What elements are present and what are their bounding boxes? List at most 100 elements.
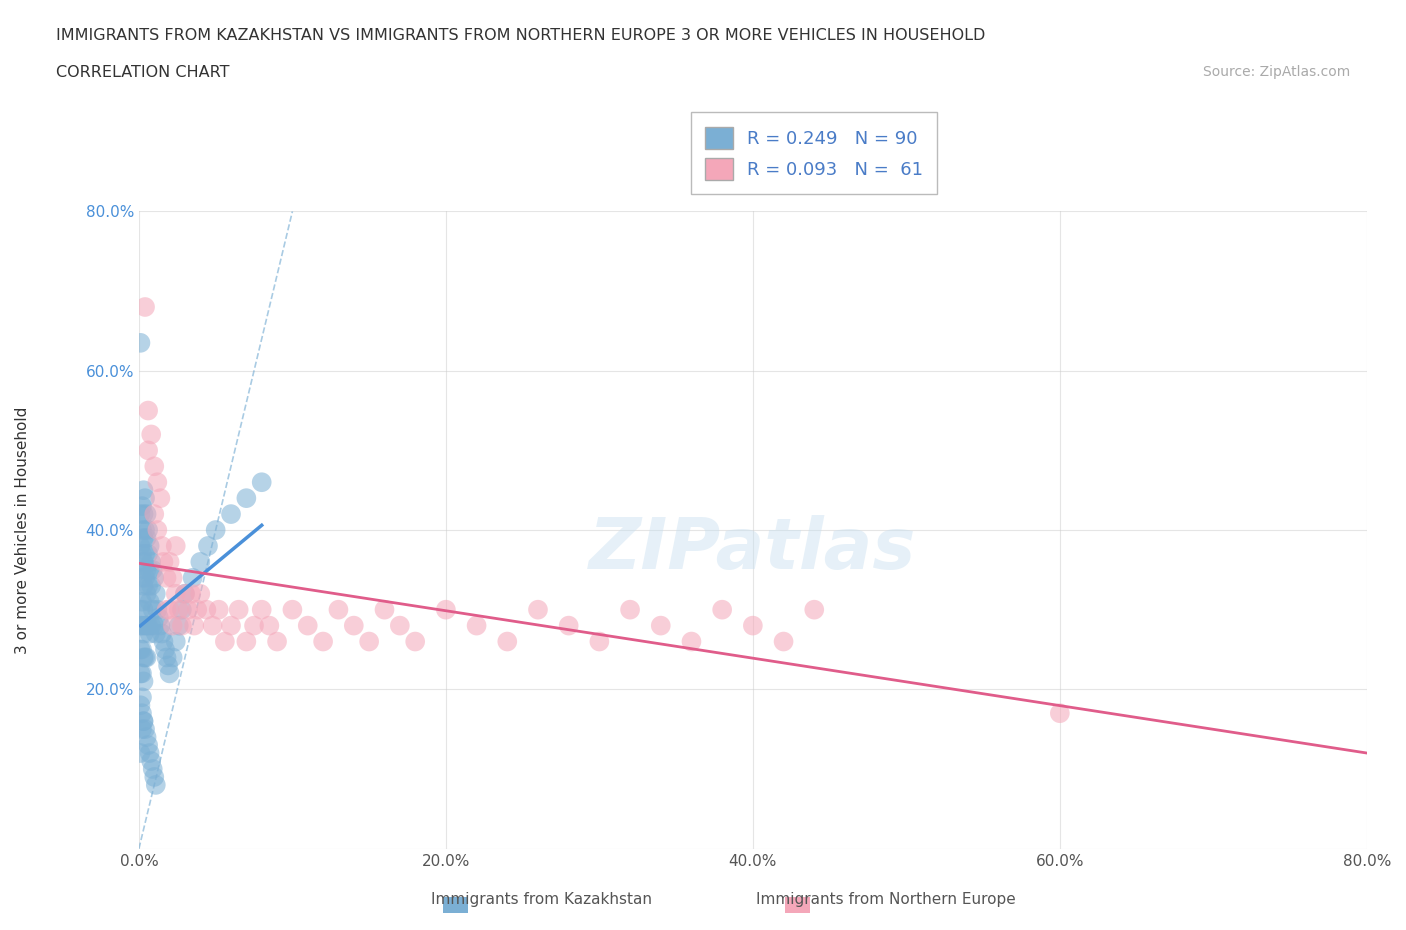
Point bbox=[162, 650, 184, 665]
Point bbox=[141, 578, 163, 593]
Point bbox=[129, 642, 152, 657]
Point bbox=[148, 610, 170, 625]
Point bbox=[136, 618, 159, 633]
Point bbox=[141, 554, 163, 569]
Point bbox=[250, 603, 273, 618]
Point bbox=[134, 547, 156, 562]
Point bbox=[134, 650, 156, 665]
Point bbox=[136, 578, 159, 593]
Point bbox=[129, 563, 152, 578]
Point bbox=[167, 603, 190, 618]
Point bbox=[312, 634, 335, 649]
Point bbox=[741, 618, 763, 633]
Point bbox=[131, 570, 153, 585]
Point bbox=[359, 634, 381, 649]
Point bbox=[135, 530, 157, 545]
Text: ZIPatlas: ZIPatlas bbox=[589, 514, 917, 584]
Point bbox=[129, 666, 152, 681]
Point bbox=[129, 336, 152, 351]
Point bbox=[131, 690, 153, 705]
Point bbox=[195, 603, 218, 618]
Point bbox=[201, 618, 224, 633]
Point bbox=[132, 507, 155, 522]
Point bbox=[134, 299, 156, 314]
Point bbox=[132, 713, 155, 728]
Point bbox=[145, 777, 167, 792]
Point bbox=[131, 618, 153, 633]
Point bbox=[132, 578, 155, 593]
Text: CORRELATION CHART: CORRELATION CHART bbox=[56, 65, 229, 80]
Point bbox=[149, 491, 172, 506]
Point bbox=[243, 618, 266, 633]
Point bbox=[165, 634, 187, 649]
Point bbox=[186, 603, 208, 618]
Point bbox=[138, 746, 160, 761]
Point bbox=[146, 475, 169, 490]
Point bbox=[132, 483, 155, 498]
Point bbox=[129, 507, 152, 522]
Point bbox=[297, 618, 319, 633]
Point bbox=[134, 523, 156, 538]
Point bbox=[131, 498, 153, 513]
Point bbox=[152, 554, 174, 569]
Point bbox=[155, 603, 177, 618]
Point bbox=[135, 563, 157, 578]
Point bbox=[404, 634, 426, 649]
Point bbox=[143, 458, 166, 473]
Point bbox=[131, 666, 153, 681]
Point bbox=[138, 594, 160, 609]
Point bbox=[165, 586, 187, 601]
Point bbox=[259, 618, 281, 633]
Point bbox=[138, 626, 160, 641]
Point bbox=[129, 618, 152, 633]
Point bbox=[136, 443, 159, 458]
Point bbox=[135, 586, 157, 601]
Point bbox=[159, 603, 181, 618]
Text: Immigrants from Kazakhstan: Immigrants from Kazakhstan bbox=[430, 892, 652, 907]
Point bbox=[208, 603, 231, 618]
Point bbox=[136, 523, 159, 538]
Point bbox=[527, 603, 550, 618]
Point bbox=[129, 538, 152, 553]
Point bbox=[155, 650, 177, 665]
Point bbox=[132, 554, 155, 569]
Point bbox=[170, 603, 193, 618]
Point bbox=[557, 618, 579, 633]
Point bbox=[129, 603, 152, 618]
Point bbox=[135, 730, 157, 745]
Point bbox=[162, 570, 184, 585]
Point bbox=[174, 586, 197, 601]
Point bbox=[146, 603, 169, 618]
Point bbox=[711, 603, 734, 618]
Point bbox=[138, 563, 160, 578]
Y-axis label: 3 or more Vehicles in Household: 3 or more Vehicles in Household bbox=[15, 406, 30, 654]
Point bbox=[588, 634, 610, 649]
Point bbox=[162, 618, 184, 633]
Point bbox=[155, 570, 177, 585]
Point bbox=[143, 769, 166, 784]
Point bbox=[143, 570, 166, 585]
Point bbox=[183, 618, 205, 633]
Point bbox=[170, 618, 193, 633]
Point bbox=[142, 603, 165, 618]
Point bbox=[131, 594, 153, 609]
Text: Source: ZipAtlas.com: Source: ZipAtlas.com bbox=[1202, 65, 1350, 79]
Point bbox=[328, 603, 350, 618]
Point bbox=[188, 554, 211, 569]
Point bbox=[219, 507, 242, 522]
Point bbox=[141, 618, 163, 633]
Point bbox=[132, 650, 155, 665]
Point bbox=[219, 618, 242, 633]
Point bbox=[129, 698, 152, 712]
Point bbox=[135, 507, 157, 522]
Point bbox=[132, 713, 155, 728]
Point bbox=[132, 626, 155, 641]
Point bbox=[131, 642, 153, 657]
Point bbox=[388, 618, 411, 633]
Point bbox=[281, 603, 304, 618]
Point bbox=[150, 538, 173, 553]
Point bbox=[134, 570, 156, 585]
Point bbox=[174, 586, 197, 601]
Legend: R = 0.249   N = 90, R = 0.093   N =  61: R = 0.249 N = 90, R = 0.093 N = 61 bbox=[692, 113, 938, 194]
Point bbox=[250, 475, 273, 490]
